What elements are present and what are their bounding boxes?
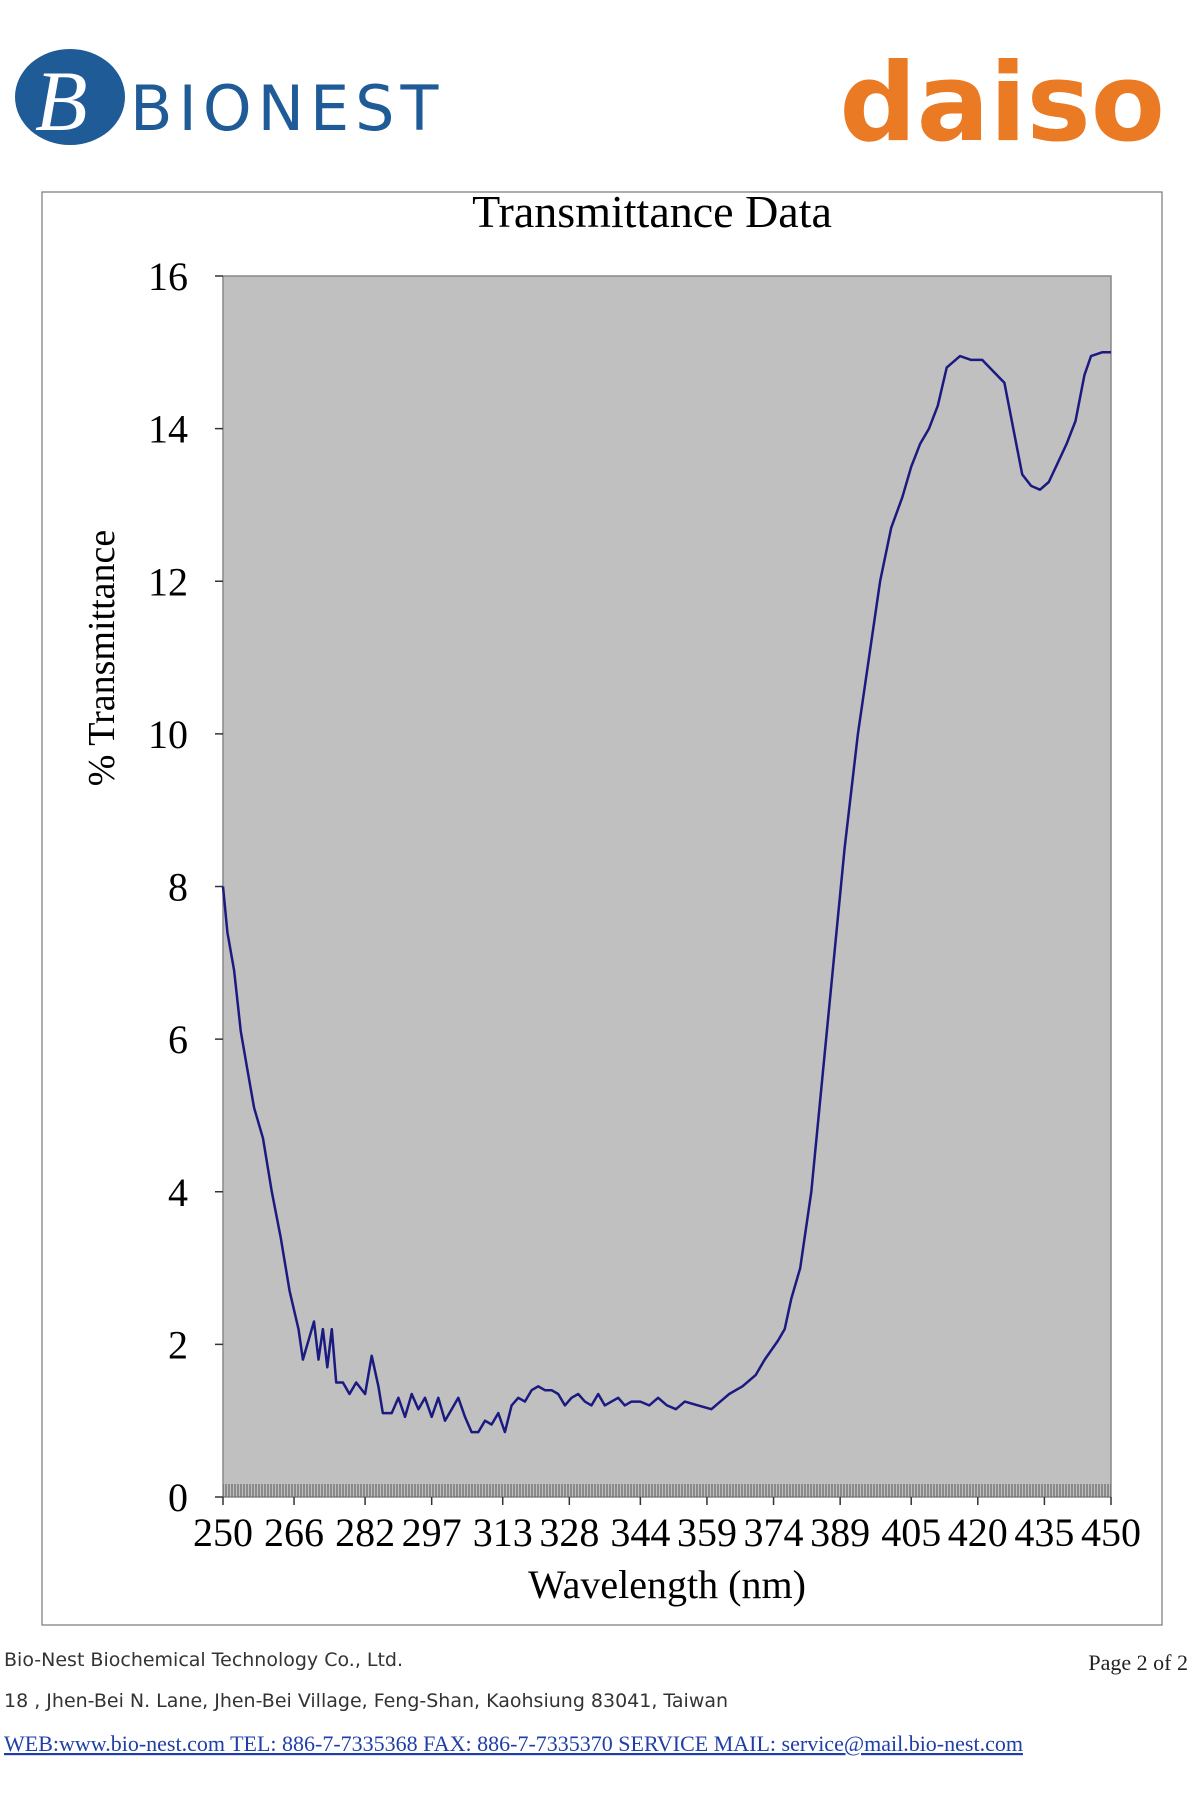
y-tick-label: 4 <box>168 1170 188 1215</box>
logo-emblem <box>15 49 125 145</box>
y-tick-label: 6 <box>168 1017 188 1062</box>
logo-mark: B <box>35 53 88 149</box>
x-tick-label: 297 <box>402 1510 462 1555</box>
x-tick-label: 282 <box>335 1510 395 1555</box>
y-tick-label: 12 <box>148 559 188 604</box>
x-tick-label: 313 <box>473 1510 533 1555</box>
transmittance-line <box>221 351 1111 1434</box>
x-tick-label: 389 <box>810 1510 870 1555</box>
y-axis-label: % Transmittance <box>81 530 123 786</box>
y-tick-label: 14 <box>148 407 188 452</box>
plot-area <box>222 275 1112 1498</box>
minor-ticks <box>223 1484 1111 1497</box>
chart-title: Transmittance Data <box>472 186 832 237</box>
x-axis-label: Wavelength (nm) <box>528 1562 806 1607</box>
y-tick-label: 0 <box>168 1475 188 1520</box>
contact: WEB:www.bio-nest.com TEL: 886-7-7335368 … <box>4 1731 1023 1756</box>
x-tick-label: 250 <box>193 1510 253 1555</box>
x-tick-label: 374 <box>744 1510 804 1555</box>
x-tick-label: 344 <box>610 1510 670 1555</box>
x-tick-label: 435 <box>1014 1510 1074 1555</box>
y-tick-label: 8 <box>168 865 188 910</box>
x-tick-label: 420 <box>948 1510 1008 1555</box>
address: 18 , Jhen-Bei N. Lane, Jhen-Bei Village,… <box>4 1690 728 1712</box>
x-tick-label: 328 <box>539 1510 599 1555</box>
company: Bio-Nest Biochemical Technology Co., Ltd… <box>4 1649 403 1671</box>
right-logo: daiso <box>839 41 1165 166</box>
y-tick-label: 2 <box>168 1322 188 1367</box>
x-tick-label: 359 <box>677 1510 737 1555</box>
y-tick-label: 10 <box>148 712 188 757</box>
y-tick-label: 16 <box>148 254 188 299</box>
x-tick-label: 450 <box>1081 1510 1141 1555</box>
x-tick-label: 266 <box>264 1510 324 1555</box>
x-tick-label: 405 <box>881 1510 941 1555</box>
left-logo: BIONEST <box>130 72 444 145</box>
page-number: Page 2 of 2 <box>1088 1650 1188 1675</box>
